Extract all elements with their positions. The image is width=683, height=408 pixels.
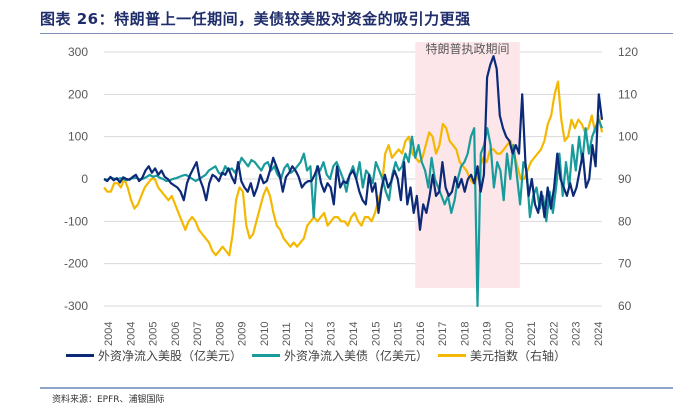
x-tick-label: 2009 bbox=[237, 322, 249, 346]
legend-label-equity: 外资净流入美股（亿美元） bbox=[98, 349, 243, 363]
x-tick-label: 2007 bbox=[192, 322, 204, 346]
x-tick-label: 2015 bbox=[393, 322, 405, 346]
left-tick-label: 200 bbox=[68, 87, 88, 101]
source-note: 资料来源：EPFR、浦银国际 bbox=[52, 395, 165, 405]
x-tick-label: 2005 bbox=[148, 322, 160, 346]
left-tick-label: 100 bbox=[68, 130, 88, 144]
trump-term-annotation: 特朗普执政期间 bbox=[426, 41, 510, 56]
left-tick-label: -100 bbox=[64, 214, 88, 228]
left-tick-label: 300 bbox=[68, 45, 88, 59]
legend-label-dxy: 美元指数（右轴） bbox=[470, 349, 567, 363]
x-axis-ticks: 2004 2004 2005 2006 2007 2008 2009 2010 2011 2012… bbox=[103, 322, 605, 346]
legend-item-dxy: 美元指数（右轴） bbox=[438, 347, 566, 364]
title-divider bbox=[40, 33, 673, 34]
series-line-2 bbox=[103, 80, 604, 257]
x-tick-label: 2021 bbox=[526, 322, 538, 346]
left-tick-label: -200 bbox=[64, 257, 88, 271]
right-tick-label: 100 bbox=[618, 130, 638, 144]
right-tick-label: 80 bbox=[618, 214, 632, 228]
legend-swatch-dxy bbox=[438, 354, 467, 357]
legend-item-equity: 外资净流入美股（亿美元） bbox=[66, 347, 242, 364]
x-tick-label: 2018 bbox=[459, 322, 471, 346]
footer-divider bbox=[40, 387, 673, 389]
x-tick-label: 2013 bbox=[326, 322, 338, 346]
x-tick-label: 2004 bbox=[125, 322, 137, 346]
x-tick-label: 2019 bbox=[482, 322, 494, 346]
left-tick-label: 0 bbox=[81, 172, 88, 186]
x-tick-label: 2015 bbox=[370, 322, 382, 346]
right-tick-label: 70 bbox=[618, 257, 632, 271]
series-line-1 bbox=[103, 118, 604, 308]
x-tick-label: 2010 bbox=[259, 322, 271, 346]
legend-swatch-bond bbox=[252, 354, 281, 357]
legend-item-bond: 外资净流入美债（亿美元） bbox=[252, 347, 428, 364]
x-tick-label: 2014 bbox=[348, 322, 360, 346]
x-tick-label: 2020 bbox=[504, 322, 516, 346]
x-tick-label: 2016 bbox=[415, 322, 427, 346]
x-tick-label: 2023 bbox=[571, 322, 583, 346]
x-tick-label: 2011 bbox=[281, 322, 293, 346]
series-line-0 bbox=[103, 55, 604, 231]
series-lines bbox=[103, 55, 604, 308]
gridlines bbox=[104, 51, 602, 307]
x-tick-label: 2012 bbox=[303, 322, 315, 346]
chart-title: 图表 26：特朗普上一任期间，美债较美股对资金的吸引力更强 bbox=[40, 10, 471, 28]
x-tick-label: 2006 bbox=[170, 322, 182, 346]
x-tick-label: 2022 bbox=[548, 322, 560, 346]
legend-swatch-equity bbox=[66, 354, 94, 357]
x-tick-label: 2024 bbox=[593, 322, 605, 346]
x-tick-label: 2008 bbox=[214, 322, 226, 346]
right-tick-label: 90 bbox=[618, 172, 632, 186]
right-axis-ticks: 120 110 100 90 80 70 60 bbox=[618, 45, 638, 313]
right-tick-label: 120 bbox=[618, 45, 638, 59]
left-tick-label: -300 bbox=[64, 299, 88, 313]
legend: 外资净流入美股（亿美元） 外资净流入美债（亿美元） 美元指数（右轴） bbox=[66, 347, 576, 364]
x-tick-label: 2004 bbox=[103, 322, 115, 346]
right-tick-label: 60 bbox=[618, 299, 632, 313]
x-tick-label: 2017 bbox=[437, 322, 449, 346]
right-tick-label: 110 bbox=[618, 87, 637, 101]
legend-label-bond: 外资净流入美债（亿美元） bbox=[284, 349, 429, 363]
left-axis-ticks: 300 200 100 0 -100 -200 -300 bbox=[64, 45, 88, 313]
